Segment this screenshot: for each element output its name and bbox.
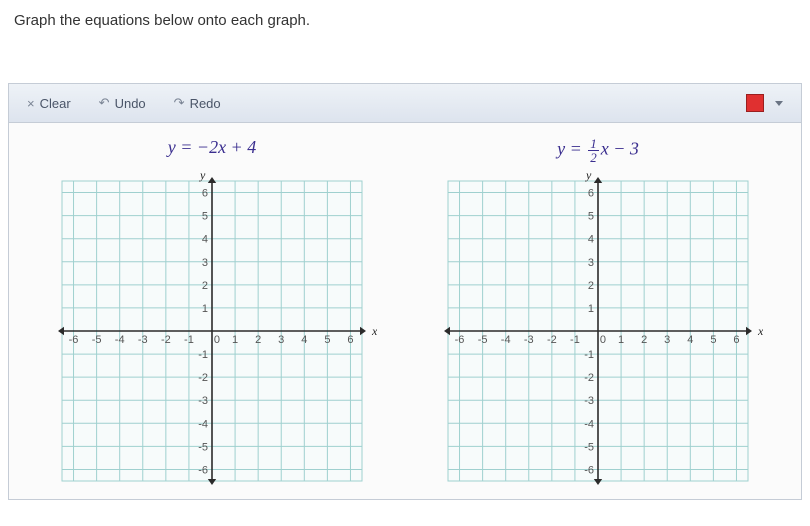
svg-text:-3: -3 [138,334,148,346]
svg-text:0: 0 [600,334,606,346]
svg-text:2: 2 [202,280,208,292]
svg-text:3: 3 [278,334,284,346]
fraction-num: 1 [588,137,599,151]
svg-text:4: 4 [588,234,594,246]
svg-text:-4: -4 [584,418,594,430]
svg-text:0: 0 [214,334,220,346]
svg-text:1: 1 [232,334,238,346]
svg-text:6: 6 [202,188,208,200]
svg-text:5: 5 [324,334,330,346]
graph-panel-right: y = 12x − 3 -6-5-4-3-2-10123456123456-1-… [418,137,778,491]
svg-text:x: x [371,324,377,338]
svg-text:1: 1 [202,303,208,315]
close-icon: × [27,96,35,111]
svg-text:2: 2 [588,280,594,292]
svg-text:5: 5 [588,211,594,223]
toolbar: × Clear ↶ Undo ↷ Redo [8,83,802,123]
svg-text:y: y [199,171,206,182]
undo-label: Undo [115,96,146,111]
svg-text:-5: -5 [92,334,102,346]
svg-text:-3: -3 [198,395,208,407]
svg-text:-4: -4 [501,334,511,346]
graph-right[interactable]: -6-5-4-3-2-10123456123456-1-2-3-4-5-6yx [418,171,778,491]
graph-left[interactable]: -6-5-4-3-2-10123456123456-1-2-3-4-5-6yx [32,171,392,491]
svg-text:-2: -2 [161,334,171,346]
equation-right: y = 12x − 3 [418,137,778,163]
svg-text:-2: -2 [198,372,208,384]
equation-left: y = −2x + 4 [32,137,392,163]
svg-text:4: 4 [301,334,307,346]
undo-icon: ↶ [99,95,110,111]
redo-label: Redo [190,96,221,111]
svg-text:-2: -2 [547,334,557,346]
svg-text:1: 1 [588,303,594,315]
graph-panel-left: y = −2x + 4 -6-5-4-3-2-10123456123456-1-… [32,137,392,491]
svg-text:-5: -5 [584,441,594,453]
svg-text:3: 3 [664,334,670,346]
svg-text:-6: -6 [455,334,465,346]
svg-text:-1: -1 [184,334,194,346]
svg-text:4: 4 [202,234,208,246]
instruction-text: Graph the equations below onto each grap… [0,0,810,41]
svg-text:x: x [757,324,763,338]
canvas-area: y = −2x + 4 -6-5-4-3-2-10123456123456-1-… [8,123,802,500]
clear-button[interactable]: × Clear [17,92,81,115]
svg-text:-1: -1 [198,349,208,361]
fraction: 12 [588,137,599,164]
svg-text:-3: -3 [584,395,594,407]
color-swatch [746,94,764,112]
svg-text:3: 3 [202,257,208,269]
svg-text:6: 6 [588,188,594,200]
eqn-pre: y = [557,139,586,159]
svg-text:1: 1 [618,334,624,346]
svg-text:-3: -3 [524,334,534,346]
svg-text:5: 5 [202,211,208,223]
clear-label: Clear [40,96,71,111]
svg-text:2: 2 [641,334,647,346]
svg-text:-6: -6 [198,464,208,476]
svg-text:-4: -4 [115,334,125,346]
svg-text:6: 6 [347,334,353,346]
svg-text:-1: -1 [584,349,594,361]
svg-text:y: y [585,171,592,182]
svg-text:-2: -2 [584,372,594,384]
fraction-den: 2 [588,151,599,164]
svg-text:-5: -5 [198,441,208,453]
svg-text:-4: -4 [198,418,208,430]
svg-text:-6: -6 [584,464,594,476]
svg-text:5: 5 [710,334,716,346]
svg-text:-1: -1 [570,334,580,346]
redo-icon: ↷ [174,95,185,111]
eqn-post: x − 3 [601,139,639,159]
svg-text:6: 6 [733,334,739,346]
svg-text:4: 4 [687,334,693,346]
svg-text:-6: -6 [69,334,79,346]
redo-button[interactable]: ↷ Redo [164,91,231,115]
undo-button[interactable]: ↶ Undo [89,91,156,115]
svg-text:3: 3 [588,257,594,269]
svg-text:-5: -5 [478,334,488,346]
color-picker[interactable] [736,90,793,116]
svg-text:2: 2 [255,334,261,346]
chevron-down-icon [775,101,783,106]
